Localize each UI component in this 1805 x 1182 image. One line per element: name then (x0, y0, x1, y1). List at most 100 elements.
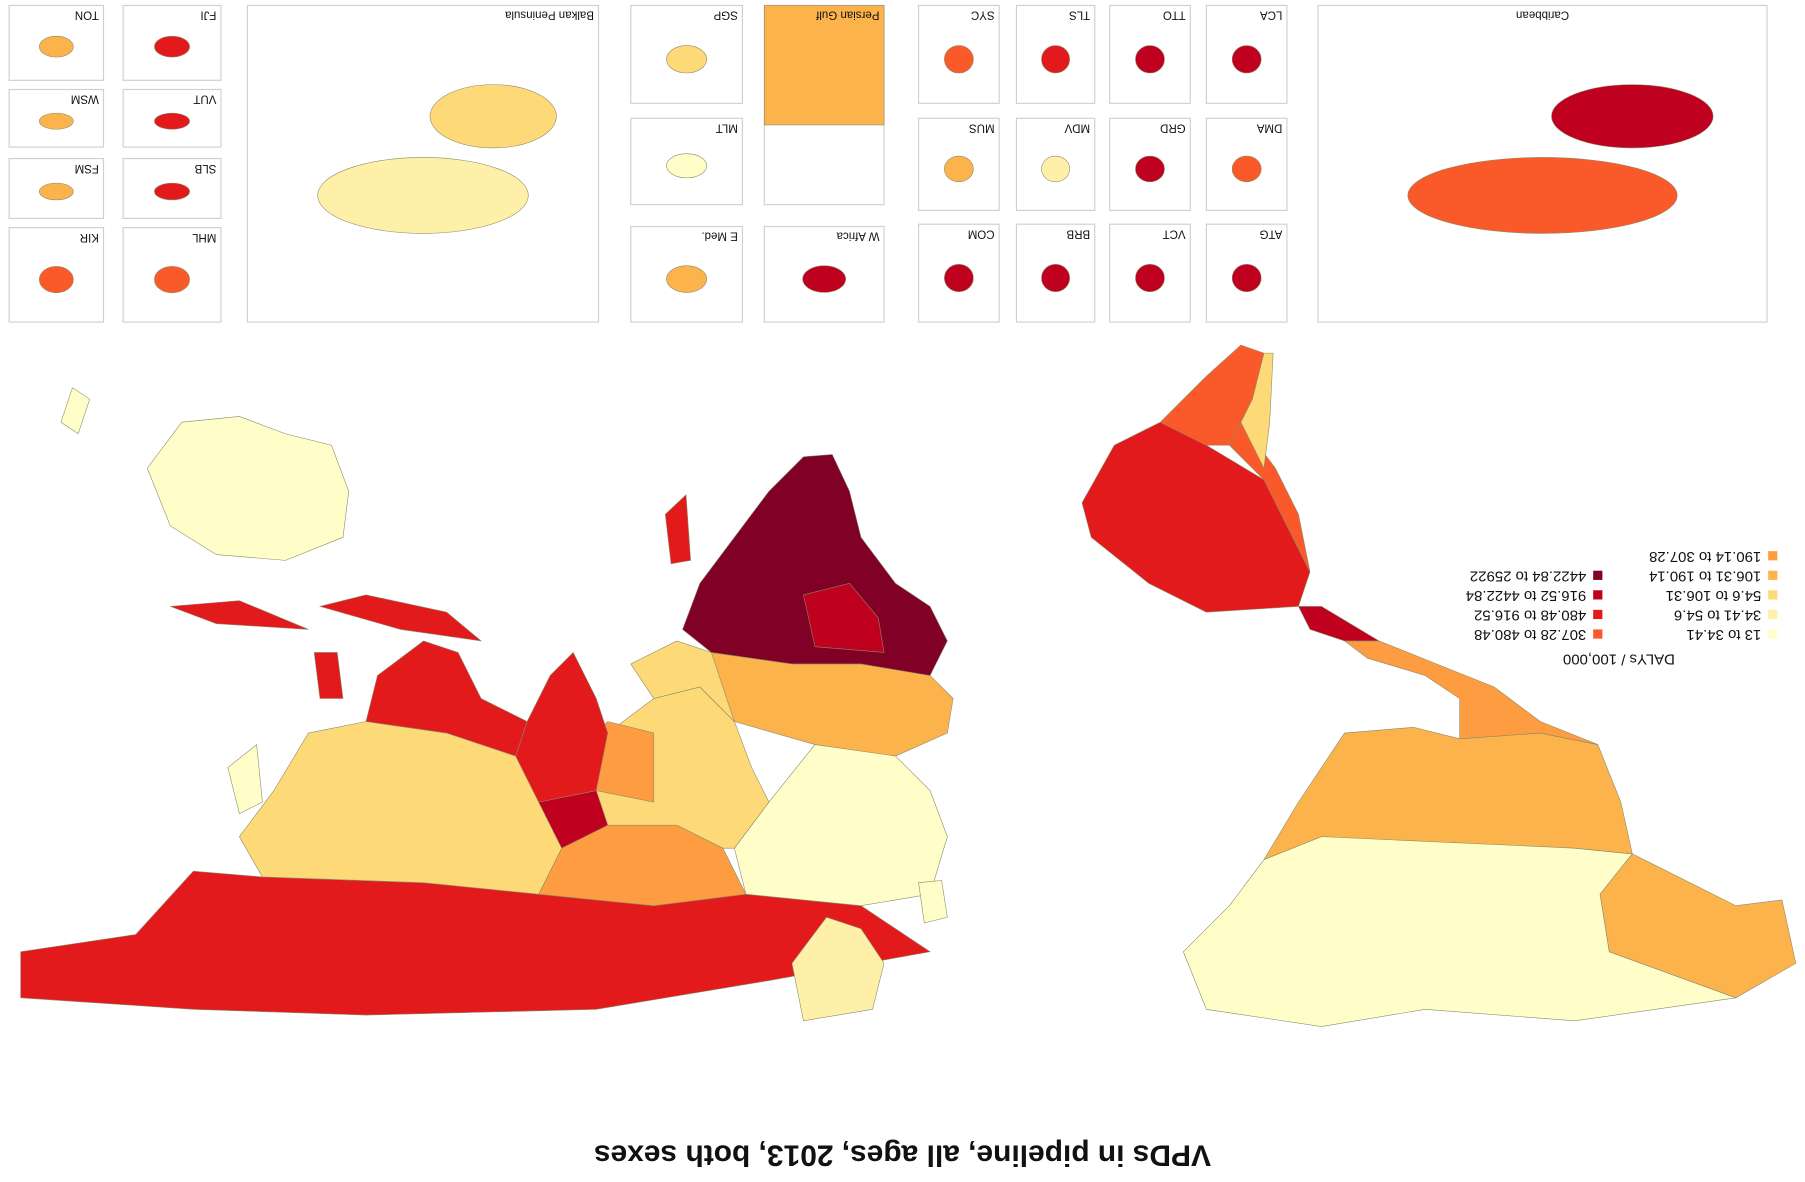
inset-shape (429, 84, 557, 149)
inset-frame (1015, 4, 1096, 104)
legend-swatch (1593, 570, 1603, 580)
sumatra-java (318, 594, 483, 642)
inset-shape (154, 266, 190, 294)
inset-shape (1041, 155, 1070, 183)
inset-label: TON (75, 9, 99, 21)
map-title: VPDs in pipeline, all ages, 2013, both s… (594, 1138, 1211, 1171)
inset-shape (1041, 45, 1070, 74)
inset-shape (154, 35, 190, 58)
inset-frame (1015, 223, 1096, 323)
inset-label: SLB (194, 162, 216, 174)
japan (227, 743, 263, 815)
inset-label: DMA (1256, 121, 1282, 133)
south-america-north (1081, 421, 1311, 613)
legend-swatch (1768, 590, 1778, 600)
legend-swatch (1768, 609, 1778, 620)
inset-shape (39, 112, 74, 130)
legend-swatch (1593, 590, 1603, 600)
inset-label: Caribbean (1516, 9, 1569, 21)
inset-label: ATG (1260, 227, 1283, 239)
legend-label: 106.31 to 190.14 (1649, 567, 1761, 584)
inset-shape (39, 35, 74, 58)
legend-label: 13 to 34.41 (1686, 626, 1761, 643)
inset-shape (764, 5, 885, 126)
mexico (1343, 640, 1598, 745)
india (515, 651, 609, 803)
chile (1240, 352, 1274, 470)
inset-shape (1407, 157, 1678, 234)
legend-label: 190.14 to 307.28 (1649, 548, 1761, 565)
inset-shape (1041, 264, 1070, 293)
southeast-asia (365, 640, 528, 757)
figure-content: VPDs in pipeline, all ages, 2013, both s… (8, 4, 1797, 1171)
inset-label: MLT (716, 121, 738, 133)
inset-label: COM (968, 227, 995, 239)
legend-title: DALYs / 100,000 (1563, 650, 1675, 667)
europe (734, 732, 948, 907)
inset-frame (918, 223, 1000, 323)
middle-east (595, 686, 770, 849)
inset-shape (154, 112, 190, 130)
inset-frame (122, 158, 222, 220)
inset-shape (39, 266, 74, 294)
inset-label: FJI (200, 9, 216, 21)
rotated-figure: VPDs in pipeline, all ages, 2013, both s… (8, 4, 1797, 1171)
legend-swatch (1768, 551, 1778, 561)
inset-shape (802, 265, 847, 293)
legend-swatch (1593, 629, 1603, 639)
philippines (313, 652, 344, 699)
inset-label: SYC (971, 9, 995, 21)
legend-swatch (1768, 570, 1778, 580)
inset-label: TLS (1069, 9, 1090, 21)
legend-label: 307.28 to 480.48 (1474, 626, 1586, 643)
inset-label: BRB (1066, 227, 1090, 239)
central-america (1298, 606, 1381, 642)
inset-label: KIR (80, 231, 99, 243)
inset-label: FSM (75, 162, 99, 174)
madagascar (665, 494, 691, 565)
inset-shape (1135, 155, 1165, 183)
legend: DALYs / 100,000 13 to 34.41 34.41 to 54.6… (1466, 548, 1778, 667)
inset-label: Balkan Peninsula (504, 9, 593, 21)
sub-saharan-africa (682, 454, 948, 676)
inset-label: WSM (71, 93, 99, 105)
australia (146, 416, 350, 561)
scandinavia (791, 916, 885, 1022)
inset-shape (666, 265, 707, 293)
britain (918, 880, 948, 924)
legend-label: 54.6 to 106.31 (1666, 587, 1762, 604)
inset-label: MUS (969, 121, 995, 133)
central-africa (803, 583, 885, 653)
inset-label: E Med. (701, 230, 737, 242)
inset-label: W Africa (836, 230, 879, 242)
legend-label: 34.41 to 54.6 (1674, 607, 1761, 624)
inset-label: GRD (1160, 121, 1186, 133)
inset-shape (666, 45, 707, 74)
usa (1263, 726, 1633, 861)
inset-shape (1551, 84, 1714, 149)
new-guinea (170, 600, 309, 630)
inset-shape (39, 182, 74, 201)
insets: Caribbean ATG VCT BRB COM DMA GRD MDV MUS LCA TTO T… (8, 4, 1768, 323)
inset-shape (1231, 45, 1262, 74)
inset-label: LCA (1260, 9, 1283, 21)
inset-label: Persian Gulf (815, 9, 879, 21)
inset-shape (944, 45, 974, 74)
inset-shape (944, 155, 974, 183)
inset-shape (1135, 45, 1165, 74)
inset-shape (1135, 264, 1165, 293)
legend-label: 916.52 to 4422.84 (1466, 587, 1587, 604)
new-zealand (60, 387, 91, 435)
legend-swatch (1593, 609, 1603, 620)
inset-label: MHL (191, 231, 216, 243)
inset-label: MDV (1064, 121, 1090, 133)
inset-label: SGP (713, 9, 738, 21)
inset-shape (666, 153, 707, 179)
inset-shape (1231, 155, 1262, 183)
inset-shape (1231, 264, 1262, 293)
inset-label: TTO (1163, 9, 1186, 21)
inset-shape (944, 264, 974, 293)
world-map (20, 344, 1797, 1027)
